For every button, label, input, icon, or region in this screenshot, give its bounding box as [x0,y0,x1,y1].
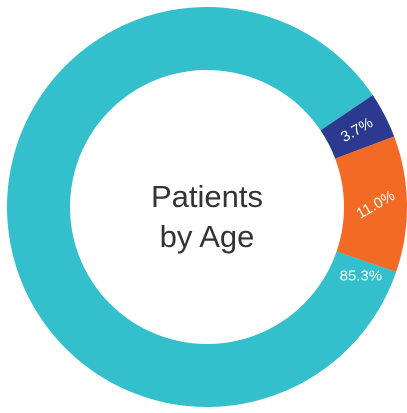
donut-slice-1 [320,95,395,159]
slice-label-0: 85.3% [340,268,383,285]
donut-slices [7,7,407,407]
donut-slice-0 [7,7,397,407]
donut-slice-2 [335,136,407,272]
center-title-line1: Patients [151,179,263,214]
center-title-line2: by Age [160,219,255,254]
